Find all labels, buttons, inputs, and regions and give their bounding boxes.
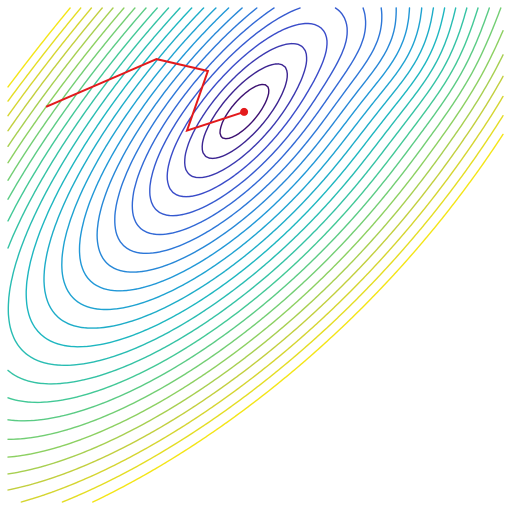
optimizer-end-point (240, 107, 249, 116)
contour-lines (7, 7, 504, 503)
contour-level-line (78, 7, 411, 292)
contour-level-line (7, 7, 504, 475)
optimizer-path (45, 58, 245, 133)
contour-level-line (96, 7, 397, 273)
contour-level-line (7, 7, 504, 491)
contour-level-line (7, 7, 504, 503)
contour-level-line (131, 7, 367, 236)
contour-level-line (201, 63, 288, 160)
contour-level-line (7, 7, 504, 458)
contour-level-line (43, 7, 435, 329)
contour-level-line (184, 42, 308, 179)
contour-level-line (149, 7, 348, 217)
contour-level-line (114, 7, 383, 254)
contour-level-line (219, 83, 270, 140)
contour-level-line (7, 7, 479, 404)
contour-level-line (166, 22, 328, 198)
contour-level-line (61, 7, 423, 311)
contour-level-line (7, 7, 468, 385)
contour-level-line (7, 7, 457, 366)
contour-level-line (7, 7, 504, 503)
contour-level-line (7, 7, 504, 503)
contour-level-line (7, 7, 502, 440)
contour-level-line (25, 7, 446, 348)
